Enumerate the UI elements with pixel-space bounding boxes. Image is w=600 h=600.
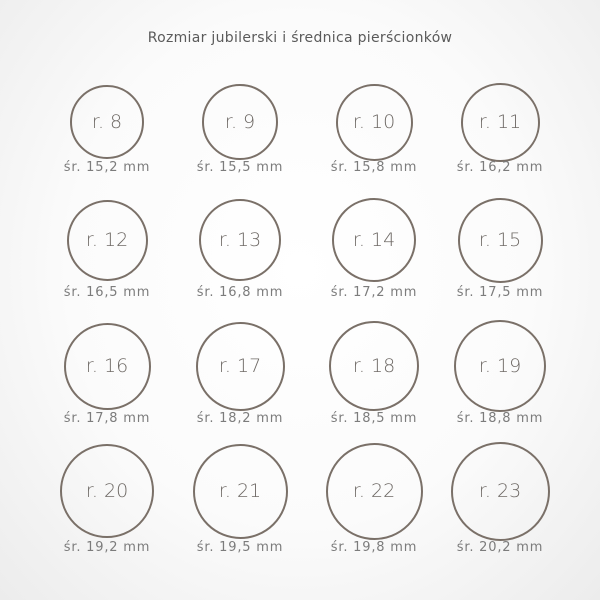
- ring-circle: r. 20: [60, 444, 154, 538]
- ring-diameter-label: śr. 17,2 mm: [330, 285, 418, 300]
- ring-size-label: r. 16: [85, 355, 129, 377]
- ring-diameter-label: śr. 19,8 mm: [330, 540, 418, 555]
- chart-title: Rozmiar jubilerski i średnica pierścionk…: [147, 30, 453, 46]
- ring-size-label: r. 13: [218, 229, 262, 251]
- ring-size-label: r. 11: [478, 111, 522, 133]
- ring-circle: r. 10: [335, 83, 413, 161]
- ring-diameter-label: śr. 18,5 mm: [330, 411, 418, 426]
- ring-circle: r. 13: [199, 199, 281, 281]
- ring-size-label: r. 10: [352, 111, 396, 133]
- ring-circle: r. 19: [454, 320, 546, 412]
- ring-size-label: r. 12: [85, 229, 129, 251]
- ring-circle: r. 11: [460, 82, 540, 162]
- ring-diameter-label: śr. 17,5 mm: [456, 285, 544, 300]
- ring-size-label: r. 22: [352, 480, 396, 502]
- ring-circle: r. 23: [450, 441, 550, 541]
- ring-size-label: r. 23: [478, 480, 522, 502]
- ring-diameter-label: śr. 19,5 mm: [196, 540, 284, 555]
- ring-diameter-label: śr. 15,8 mm: [330, 160, 418, 175]
- ring-size-label: r. 14: [352, 229, 396, 251]
- ring-size-label: r. 19: [478, 355, 522, 377]
- ring-circle: r. 8: [70, 85, 144, 159]
- ring-size-label: r. 8: [91, 111, 123, 133]
- ring-size-label: r. 15: [478, 229, 522, 251]
- ring-circle: r. 12: [66, 199, 148, 281]
- ring-diameter-label: śr. 15,5 mm: [196, 160, 284, 175]
- ring-diameter-label: śr. 18,2 mm: [196, 411, 284, 426]
- ring-circle: r. 18: [329, 321, 419, 411]
- ring-diameter-label: śr. 16,5 mm: [63, 285, 151, 300]
- ring-circle: r. 21: [192, 443, 288, 539]
- ring-circle: r. 16: [63, 322, 151, 410]
- ring-size-label: r. 20: [85, 480, 129, 502]
- ring-circle: r. 17: [195, 321, 285, 411]
- ring-circle: r. 15: [457, 197, 543, 283]
- ring-diameter-label: śr. 16,8 mm: [196, 285, 284, 300]
- ring-circle: r. 9: [202, 84, 278, 160]
- ring-diameter-label: śr. 19,2 mm: [63, 540, 151, 555]
- ring-size-label: r. 18: [352, 355, 396, 377]
- ring-diameter-label: śr. 16,2 mm: [456, 160, 544, 175]
- ring-circle: r. 22: [325, 442, 423, 540]
- ring-diameter-label: śr. 15,2 mm: [63, 160, 151, 175]
- ring-size-label: r. 17: [218, 355, 262, 377]
- ring-size-label: r. 9: [224, 111, 256, 133]
- ring-size-label: r. 21: [218, 480, 262, 502]
- ring-diameter-label: śr. 20,2 mm: [456, 540, 544, 555]
- ring-diameter-label: śr. 17,8 mm: [63, 411, 151, 426]
- ring-circle: r. 14: [332, 198, 416, 282]
- ring-diameter-label: śr. 18,8 mm: [456, 411, 544, 426]
